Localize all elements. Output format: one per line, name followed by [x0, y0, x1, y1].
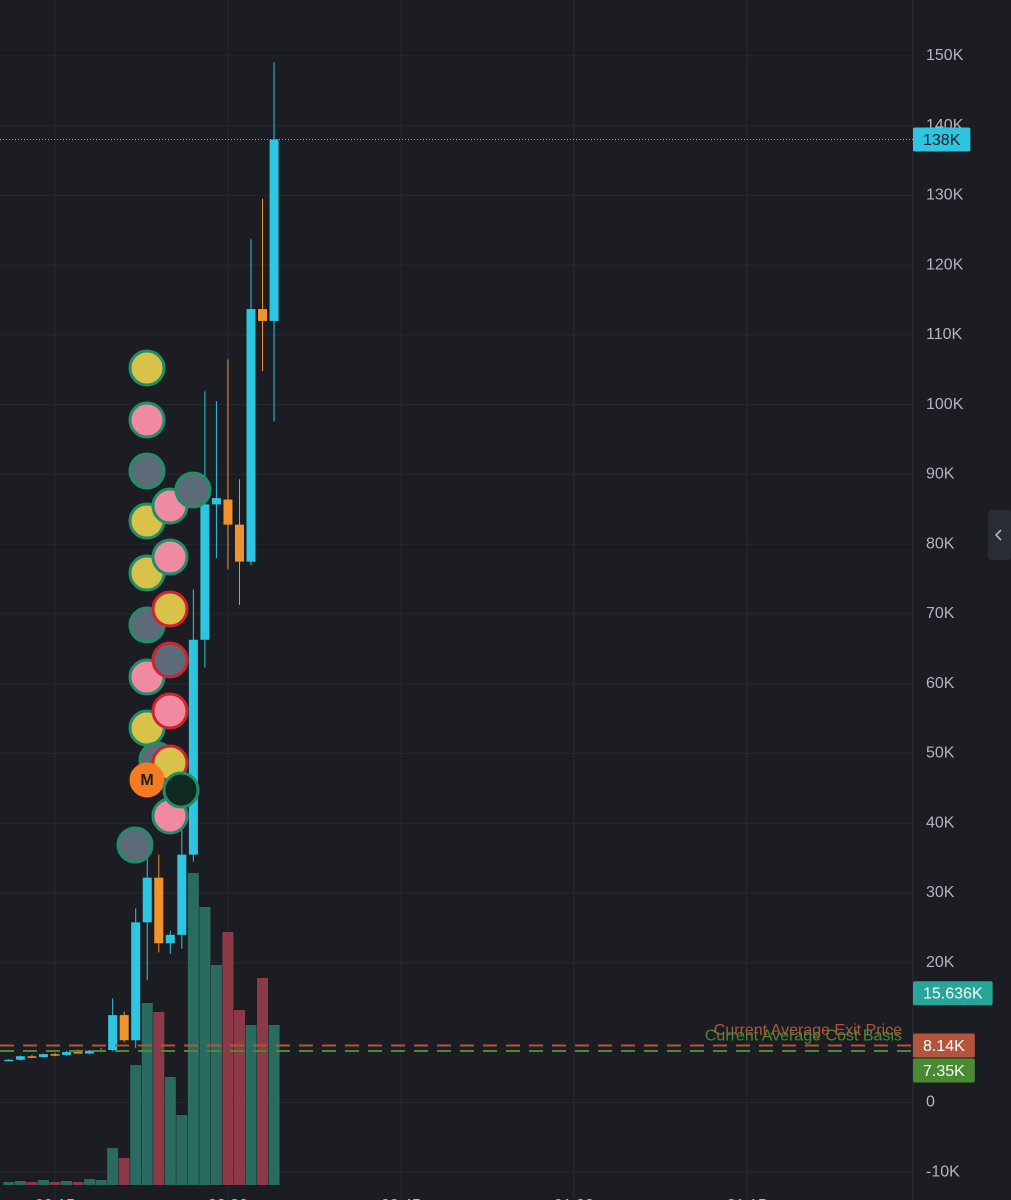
candle-body: [258, 309, 268, 321]
candle-body: [38, 1054, 48, 1057]
y-tick-label: 100K: [926, 396, 964, 413]
volume-bar: [61, 1181, 73, 1185]
x-tick-label: 00:30: [208, 1197, 248, 1200]
volume-bar: [14, 1181, 26, 1185]
volume-bar: [118, 1158, 130, 1185]
y-tick-label: 150K: [926, 47, 964, 64]
y-tick-label: 90K: [926, 466, 955, 483]
price-label: 138K: [923, 132, 961, 149]
y-tick-label: 20K: [926, 954, 955, 971]
trade-marker: [128, 401, 166, 439]
volume-bar: [257, 978, 269, 1185]
candle-body: [119, 1015, 129, 1041]
candle-body: [15, 1056, 25, 1060]
volume-bar: [107, 1148, 119, 1185]
candle-body: [234, 524, 244, 562]
y-tick-label: 60K: [926, 675, 955, 692]
trade-marker: [129, 762, 165, 798]
candle-body: [85, 1050, 95, 1054]
price-label-box: [913, 981, 993, 1006]
candle-body: [188, 639, 198, 855]
y-tick-label: 130K: [926, 187, 964, 204]
price-label-box: [913, 1058, 975, 1083]
reference-line-label: Current Average Cost Basis: [705, 1027, 902, 1044]
volume-bar: [268, 1025, 280, 1185]
trade-marker: [128, 349, 166, 387]
candle-body: [27, 1056, 37, 1058]
candle-body: [177, 854, 187, 935]
volume-bar: [37, 1180, 49, 1185]
chevron-icon: [994, 529, 1002, 541]
candle-body: [154, 877, 164, 944]
volume-bar: [26, 1182, 38, 1185]
volume-bar: [222, 932, 234, 1185]
candle-body: [62, 1052, 72, 1055]
volume-bar: [210, 965, 222, 1185]
candle-body: [269, 139, 279, 321]
volume-bar: [3, 1182, 15, 1185]
volume-bar: [233, 1010, 245, 1185]
trade-marker: [174, 471, 212, 509]
volume-bar: [49, 1182, 61, 1185]
volume-bar: [141, 1003, 153, 1185]
volume-bar: [84, 1179, 96, 1185]
price-label-box: [913, 1033, 975, 1058]
y-tick-label: 40K: [926, 814, 955, 831]
reference-line-label: Current Average Exit Price: [714, 1022, 902, 1039]
volume-bar: [72, 1182, 84, 1185]
y-tick-label: 110K: [926, 326, 963, 343]
candle-body: [200, 504, 210, 640]
y-tick-label: 30K: [926, 884, 955, 901]
y-tick-label: 120K: [926, 256, 964, 273]
volume-bar: [187, 873, 199, 1185]
candle-body: [131, 922, 141, 1041]
x-tick-label: 01:15: [727, 1197, 767, 1200]
marker-label: M: [140, 772, 153, 789]
candle-body: [142, 877, 152, 923]
y-tick-label: 70K: [926, 605, 955, 622]
candle-body: [4, 1059, 14, 1062]
candle-body: [211, 498, 221, 505]
price-label: 8.14K: [923, 1038, 965, 1055]
volume-bar: [153, 1012, 165, 1185]
trade-markers: M: [116, 349, 212, 864]
trade-marker: [151, 692, 189, 730]
volume-bar: [130, 1065, 142, 1185]
price-label: 15.636K: [923, 985, 983, 1002]
trade-marker: [151, 590, 189, 628]
x-tick-label: 00:45: [381, 1197, 421, 1200]
candle-body: [223, 499, 233, 525]
candle-body: [246, 309, 256, 562]
volume-bar: [199, 907, 211, 1185]
y-tick-label: -10K: [926, 1163, 960, 1180]
trade-marker: [151, 538, 189, 576]
volume-bar: [176, 1115, 188, 1185]
price-label-box: [913, 127, 971, 152]
candle-body: [50, 1054, 60, 1056]
candle-body: [73, 1052, 83, 1054]
volume-bar: [245, 1025, 257, 1185]
y-tick-label: 50K: [926, 745, 955, 762]
trade-marker: [128, 452, 166, 490]
candle-body: [108, 1015, 118, 1050]
x-tick-label: 01:00: [554, 1197, 594, 1200]
y-tick-label: 0: [926, 1094, 935, 1111]
candle-body: [165, 934, 175, 944]
collapse-tab[interactable]: [988, 510, 1011, 560]
y-tick-label: 80K: [926, 535, 955, 552]
collapse-button[interactable]: [988, 510, 1011, 560]
trade-marker: [162, 771, 200, 809]
price-label: 7.35K: [923, 1063, 965, 1080]
volume-bar: [95, 1180, 107, 1185]
trade-marker: [151, 641, 189, 679]
trade-marker: [116, 826, 154, 864]
volume-bar: [164, 1077, 176, 1185]
x-tick-label: 00:15: [35, 1197, 75, 1200]
